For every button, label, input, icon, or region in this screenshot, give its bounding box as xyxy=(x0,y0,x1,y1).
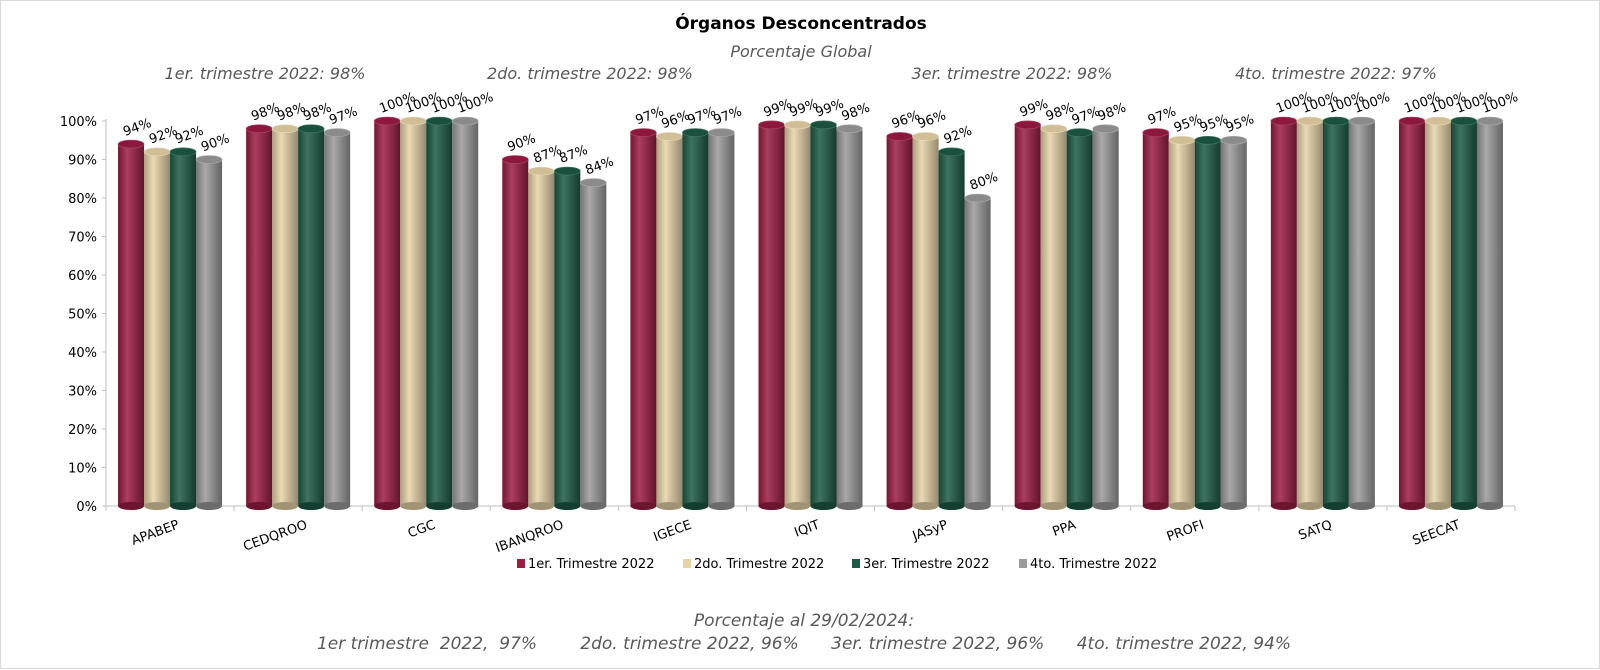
legend-label: 3er. Trimestre 2022 xyxy=(863,557,989,572)
bar xyxy=(1270,116,1298,510)
chart-title: Órganos Desconcentrados xyxy=(675,12,927,34)
y-tick-label: 0% xyxy=(76,500,97,515)
legend-swatch xyxy=(517,559,525,568)
bar xyxy=(1142,128,1170,510)
y-tick-label: 70% xyxy=(68,231,97,246)
x-tick-label: PPA xyxy=(1051,518,1079,540)
bar xyxy=(784,120,811,510)
bar xyxy=(810,120,837,510)
bar xyxy=(708,128,735,510)
data-label: 95% xyxy=(1224,112,1256,136)
y-tick-label: 20% xyxy=(68,423,97,438)
bar xyxy=(297,124,325,510)
bar xyxy=(1476,116,1504,510)
bar xyxy=(682,128,709,510)
bar xyxy=(1092,124,1119,510)
bar xyxy=(1398,116,1426,510)
bar xyxy=(425,116,453,510)
bar xyxy=(554,166,581,510)
bar xyxy=(964,193,991,510)
y-tick-label: 30% xyxy=(68,385,97,400)
footer-line-2: 1er trimestre 2022, 97% 2do. trimestre 2… xyxy=(317,634,1291,654)
data-label: 97% xyxy=(327,104,359,128)
bar xyxy=(245,124,273,510)
bar xyxy=(451,116,479,510)
bar xyxy=(836,124,863,510)
bar xyxy=(656,132,683,510)
bar xyxy=(528,166,555,510)
x-tick-label: IGECE xyxy=(652,518,694,546)
quarter-summary-2: 2do. trimestre 2022: 98% xyxy=(487,64,693,83)
bar xyxy=(630,128,657,510)
bar xyxy=(1322,116,1350,510)
quarter-summary-3: 3er. trimestre 2022: 98% xyxy=(912,64,1113,83)
bar xyxy=(1014,120,1041,510)
bar xyxy=(912,132,939,510)
bar xyxy=(143,147,171,510)
chart-subtitle: Porcentaje Global xyxy=(730,42,872,61)
legend-swatch xyxy=(1019,559,1027,568)
quarter-summary-4: 4to. trimestre 2022: 97% xyxy=(1235,64,1437,83)
x-tick-label: JASyP xyxy=(910,518,950,545)
bar xyxy=(1168,135,1196,510)
bar xyxy=(1220,135,1248,510)
bar xyxy=(502,155,529,510)
bar xyxy=(1194,135,1222,510)
bar xyxy=(886,132,913,510)
y-tick-label: 10% xyxy=(68,462,97,477)
quarter-summary-1: 1er. trimestre 2022: 98% xyxy=(165,64,366,83)
data-label: 80% xyxy=(968,170,1000,194)
x-tick-label: CEDQROO xyxy=(241,518,309,555)
legend-swatch xyxy=(683,559,691,568)
data-label: 98% xyxy=(840,100,872,124)
x-tick-label: APABEP xyxy=(130,518,182,549)
bar xyxy=(1296,116,1324,510)
bar xyxy=(195,155,223,510)
data-label: 97% xyxy=(712,104,744,128)
legend-label: 4to. Trimestre 2022 xyxy=(1030,557,1157,572)
bar xyxy=(1066,128,1093,510)
bar xyxy=(399,116,427,510)
legend-label: 2do. Trimestre 2022 xyxy=(694,557,824,572)
y-tick-label: 50% xyxy=(68,308,97,323)
bar xyxy=(1040,124,1067,510)
bar xyxy=(758,120,785,510)
x-tick-label: IQIT xyxy=(792,518,821,541)
bar xyxy=(169,147,197,510)
data-label: 92% xyxy=(942,124,974,148)
y-tick-label: 40% xyxy=(68,346,97,361)
y-tick-label: 90% xyxy=(68,154,97,169)
y-tick-label: 60% xyxy=(68,269,97,284)
x-tick-label: SEECAT xyxy=(1411,518,1463,549)
y-tick-label: 100% xyxy=(60,115,97,130)
bar xyxy=(323,128,351,510)
x-tick-label: CGC xyxy=(406,518,438,542)
x-tick-label: PROFI xyxy=(1165,518,1206,545)
bar xyxy=(1424,116,1452,510)
data-label: 98% xyxy=(1096,100,1128,124)
bar xyxy=(938,147,965,510)
data-label: 84% xyxy=(584,154,616,178)
bar xyxy=(1450,116,1478,510)
x-tick-label: IBANQROO xyxy=(494,518,566,556)
legend-swatch xyxy=(852,559,860,568)
bar xyxy=(373,116,401,510)
bar xyxy=(117,139,145,510)
y-tick-label: 80% xyxy=(68,192,97,207)
bar xyxy=(271,124,299,510)
bar xyxy=(1348,116,1376,510)
legend-label: 1er. Trimestre 2022 xyxy=(528,557,654,572)
footer-line-1: Porcentaje al 29/02/2024: xyxy=(694,611,914,631)
x-tick-label: SATQ xyxy=(1297,518,1335,544)
bar xyxy=(580,178,607,510)
data-label: 96% xyxy=(916,108,948,132)
